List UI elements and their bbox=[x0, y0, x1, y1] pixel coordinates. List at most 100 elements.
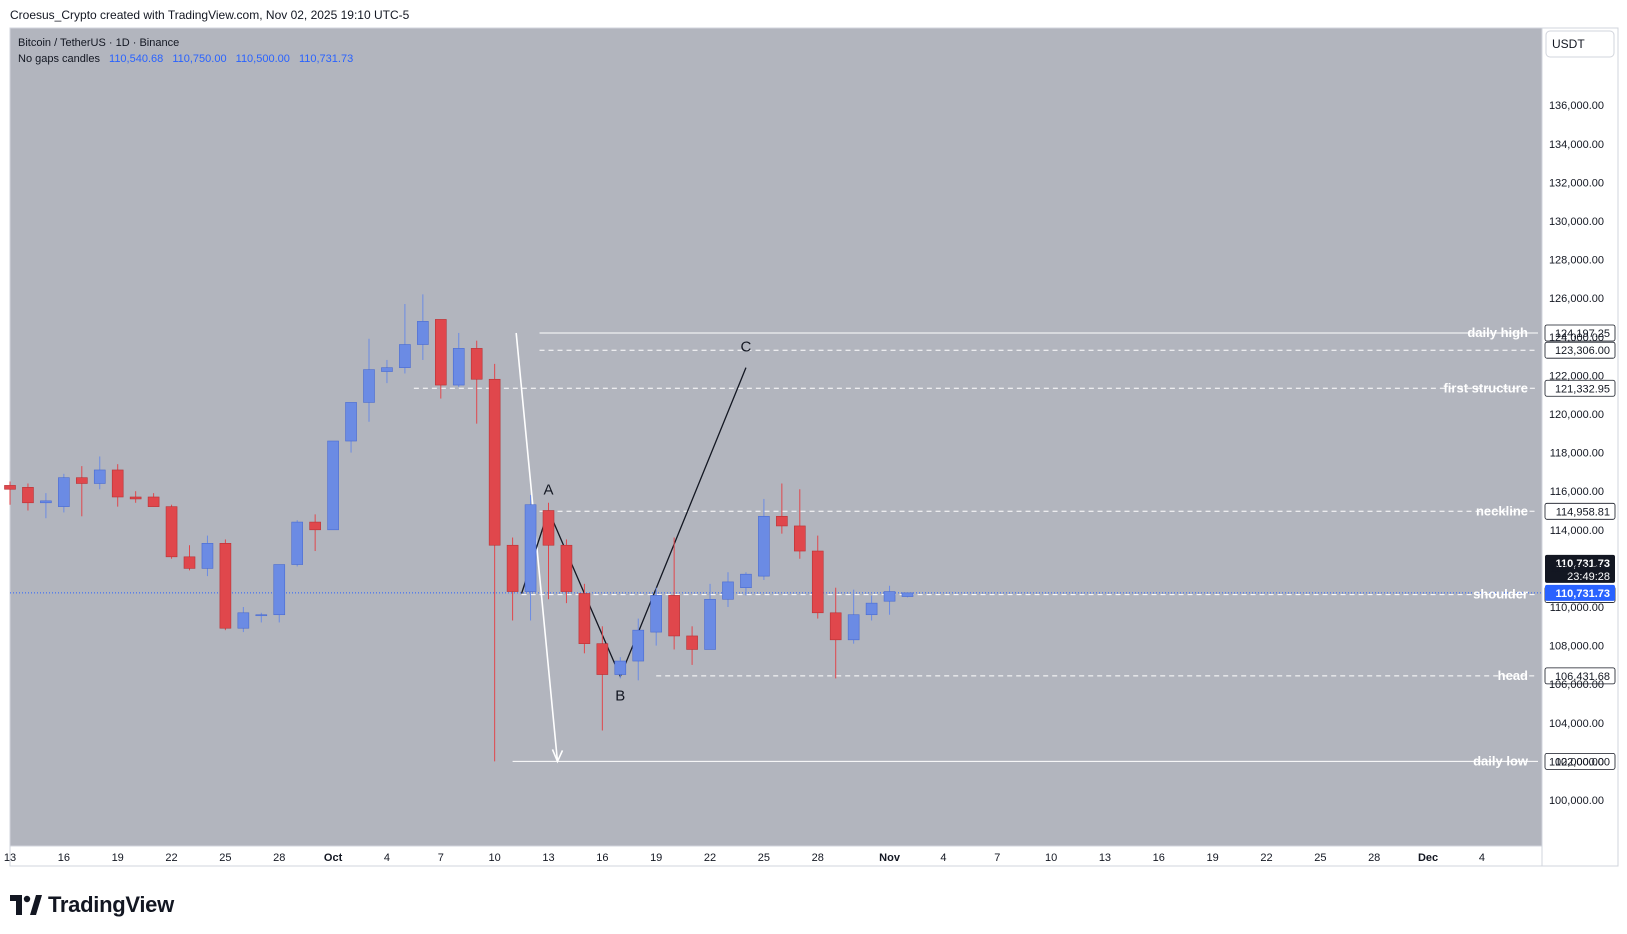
candle-body bbox=[129, 496, 142, 500]
level-price-tag bbox=[1544, 753, 1616, 770]
tradingview-logo[interactable]: TradingView bbox=[10, 891, 174, 919]
price-tick-label: 130,000.00 bbox=[1549, 216, 1604, 228]
candle-body bbox=[740, 573, 752, 589]
legend-open: 110,540.68 bbox=[109, 53, 163, 65]
level-label: head bbox=[1498, 668, 1528, 683]
countdown-timer-label: 23:49:28 bbox=[1567, 571, 1610, 583]
level-price-tag bbox=[1544, 379, 1616, 397]
drop-arrow-head bbox=[551, 749, 564, 764]
time-tick-label: 13 bbox=[4, 852, 16, 864]
time-axis-ticks: 13 16 19 22 25 28 Oct 4 7 10 13 16 19 22 25 28 Nov 4 7 10 13… bbox=[4, 852, 1485, 864]
candle-body bbox=[758, 515, 770, 577]
time-tick-label: 4 bbox=[940, 852, 946, 864]
time-tick-label: Nov bbox=[879, 852, 901, 864]
price-tick-label: 114,000.00 bbox=[1550, 525, 1604, 537]
level-price-tag bbox=[1544, 667, 1616, 685]
candle-body bbox=[327, 440, 339, 531]
currency-button-bg[interactable] bbox=[1545, 30, 1615, 58]
candle-body bbox=[434, 319, 447, 386]
legend-symbol[interactable]: Bitcoin / TetherUS · 1D · Binance bbox=[18, 37, 179, 49]
candle-body bbox=[776, 515, 788, 527]
candle-body bbox=[183, 556, 196, 569]
candle-body bbox=[273, 564, 286, 616]
plot-background[interactable] bbox=[10, 28, 1542, 866]
price-tick-label: 106,000.00 bbox=[1549, 679, 1604, 691]
price-tick-label: 134,000.00 bbox=[1549, 139, 1604, 151]
time-tick-label: 7 bbox=[994, 852, 1000, 864]
level-price-tag-label: 124,197.25 bbox=[1555, 328, 1610, 340]
time-tick-label: 19 bbox=[1207, 852, 1219, 864]
time-tick-label: 10 bbox=[1045, 852, 1057, 864]
price-tick-label: 136,000.00 bbox=[1549, 100, 1604, 112]
level-labels-layer: daily high 124,197.25 123,306.00 first stru… bbox=[1443, 324, 1616, 770]
candle-body bbox=[22, 487, 34, 504]
legend-candle-type: No gaps candles 110,540.68 110,750.00 11… bbox=[18, 53, 353, 65]
candle-body bbox=[58, 477, 70, 507]
candle-body bbox=[811, 550, 824, 614]
level-price-tag-label: 114,958.81 bbox=[1556, 506, 1610, 518]
candle-body bbox=[76, 477, 88, 484]
time-axis[interactable] bbox=[10, 846, 1542, 866]
candle-body bbox=[686, 635, 698, 650]
candle-body bbox=[488, 378, 501, 546]
wave-point-label: C bbox=[741, 339, 752, 356]
time-tick-label: 22 bbox=[1260, 852, 1272, 864]
time-tick-label: 28 bbox=[273, 852, 285, 864]
candle-body bbox=[560, 544, 573, 592]
time-tick-label: 16 bbox=[596, 852, 608, 864]
candle-body bbox=[542, 510, 555, 546]
candle-body bbox=[722, 581, 734, 600]
candle-body bbox=[165, 506, 178, 558]
candle-body bbox=[901, 592, 914, 597]
current-price-tag bbox=[1545, 584, 1615, 601]
current-price-tag-label: 110,731.73 bbox=[1556, 588, 1610, 600]
candle-body bbox=[399, 344, 411, 368]
candle-body bbox=[470, 348, 483, 380]
tradingview-wordmark: TradingView bbox=[48, 892, 174, 917]
price-tick-label: 126,000.00 bbox=[1549, 293, 1604, 305]
time-tick-label: Dec bbox=[1418, 852, 1438, 864]
candle-body bbox=[237, 612, 250, 629]
level-lines-layer bbox=[10, 332, 1542, 762]
wave-point-label: A bbox=[543, 482, 553, 499]
legend-close: 110,731.73 bbox=[299, 53, 353, 65]
time-tick-label: 19 bbox=[112, 852, 124, 864]
candle-body bbox=[596, 643, 609, 675]
level-price-tag-label: 102,000.00 bbox=[1555, 756, 1610, 768]
time-tick-label: 22 bbox=[165, 852, 177, 864]
candle-body bbox=[632, 629, 645, 662]
candle-body bbox=[345, 402, 357, 442]
candle-body bbox=[524, 504, 537, 592]
time-tick-label: 22 bbox=[704, 852, 716, 864]
candle-body bbox=[847, 614, 860, 641]
attribution: Croesus_Crypto created with TradingView.… bbox=[10, 8, 410, 22]
level-price-tag bbox=[1544, 341, 1616, 359]
candle-body bbox=[201, 543, 214, 569]
wave-point-label: B bbox=[615, 687, 625, 704]
price-tick-label: 112,000.00 bbox=[1550, 563, 1604, 575]
time-tick-label: 25 bbox=[1314, 852, 1326, 864]
time-tick-label: 16 bbox=[58, 852, 70, 864]
candle-body bbox=[417, 321, 429, 345]
candle-body bbox=[506, 544, 519, 592]
level-price-tag bbox=[1544, 502, 1616, 520]
candle-body bbox=[40, 500, 52, 504]
time-tick-label: 7 bbox=[438, 852, 444, 864]
time-tick-label: 25 bbox=[219, 852, 231, 864]
candle-body bbox=[793, 525, 806, 552]
candle-body bbox=[865, 602, 878, 616]
level-price-tag-label: 106,431.68 bbox=[1555, 671, 1610, 683]
level-label: daily low bbox=[1473, 753, 1529, 768]
countdown-tag bbox=[1545, 554, 1615, 583]
price-tick-label: 102,000.00 bbox=[1549, 756, 1604, 768]
level-price-tag-label: 121,332.95 bbox=[1555, 383, 1610, 395]
price-tick-label: 118,000.00 bbox=[1550, 448, 1604, 460]
candle-body bbox=[4, 485, 16, 490]
price-axis[interactable] bbox=[1542, 28, 1618, 866]
candle-body bbox=[147, 496, 160, 507]
time-tick-label: 16 bbox=[1153, 852, 1165, 864]
level-price-tag bbox=[1544, 324, 1616, 342]
level-label: daily high bbox=[1467, 325, 1528, 340]
currency-button[interactable]: USDT bbox=[1552, 37, 1585, 51]
